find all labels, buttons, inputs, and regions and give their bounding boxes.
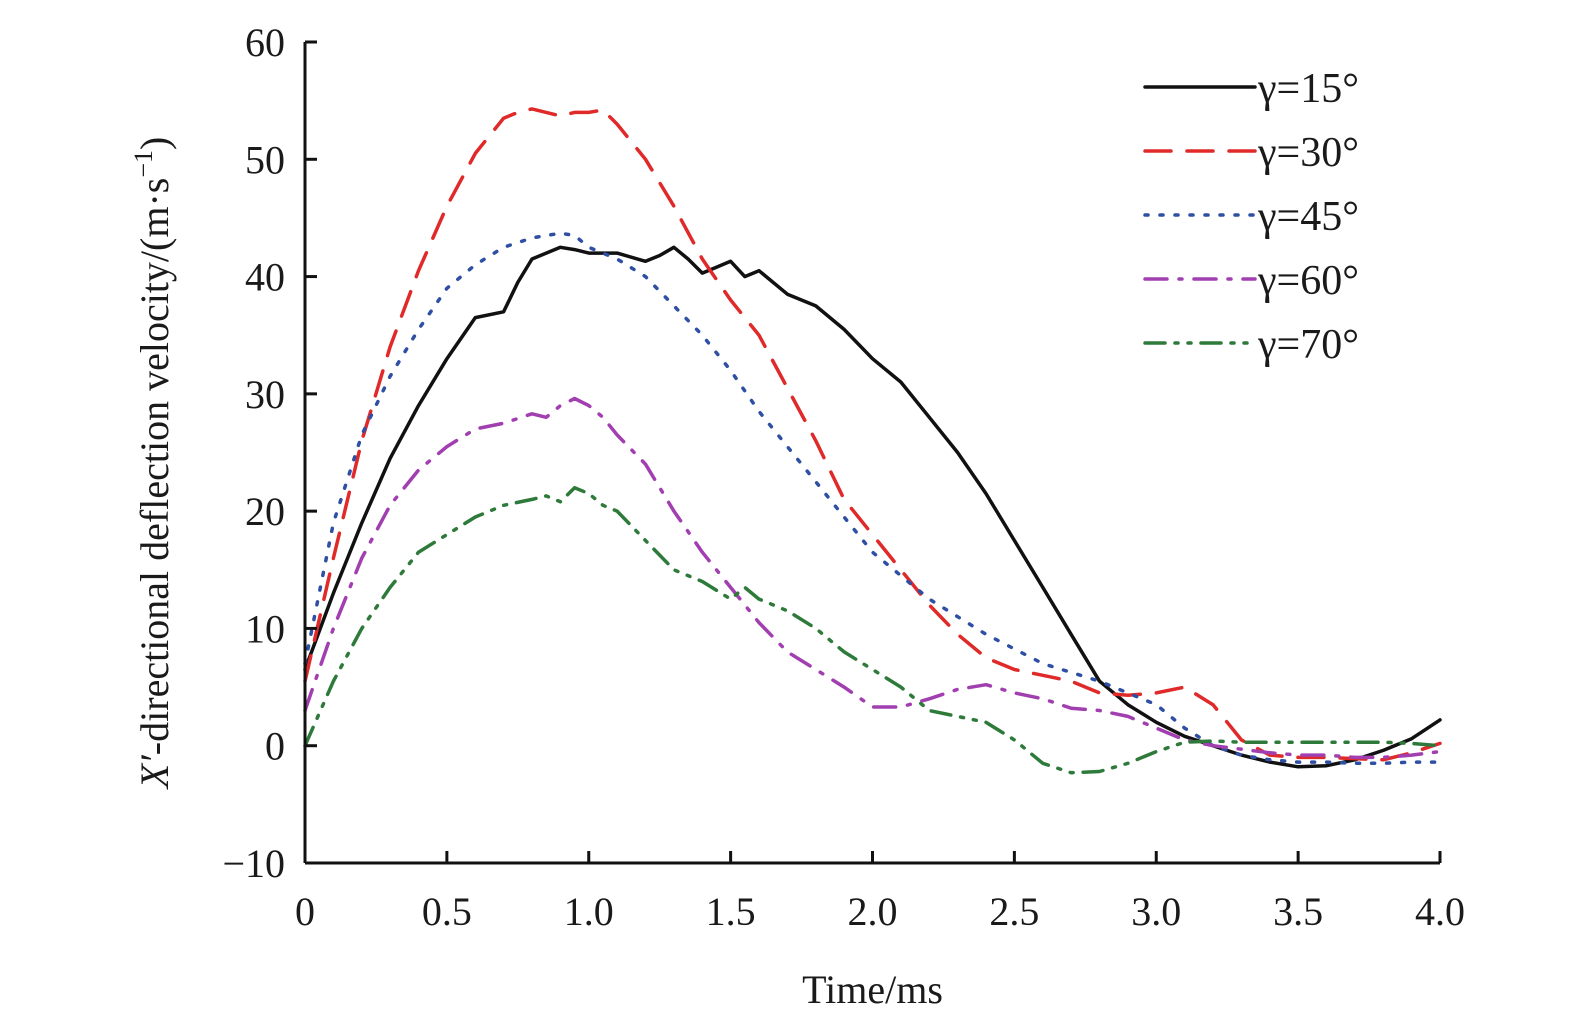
series-line-3 <box>303 231 1442 766</box>
y-tick-label: 40 <box>245 255 285 300</box>
y-tick-label: 50 <box>245 137 285 182</box>
y-axis-title: X′-directional deflection velocity/(m·s−… <box>129 137 177 791</box>
x-tick-label: 3.0 <box>1131 889 1181 934</box>
legend-label: γ=60° <box>1257 258 1359 304</box>
legend-label: γ=15° <box>1257 66 1359 112</box>
y-axis-title-suffix: ) <box>132 137 177 150</box>
legend-label: γ=70° <box>1257 322 1359 368</box>
y-tick-label: 20 <box>245 489 285 534</box>
legend-label: γ=30° <box>1257 130 1359 176</box>
x-tick-label: 1.5 <box>706 889 756 934</box>
y-axis-title-main: -directional deflection velocity/(m·s <box>132 178 177 756</box>
y-ticks: −10 0 10 20 30 40 50 60 <box>222 20 317 886</box>
y-axis-title-prefix: X′ <box>132 754 177 790</box>
x-tick-label: 0.5 <box>422 889 472 934</box>
x-tick-label: 1.0 <box>564 889 614 934</box>
y-tick-label: 10 <box>245 606 285 651</box>
y-tick-label: 0 <box>265 724 285 769</box>
legend: γ=15° γ=30° γ=45° γ=60° γ=70° <box>1143 66 1359 368</box>
y-tick-label: −10 <box>222 841 285 886</box>
x-tick-label: 0 <box>295 889 315 934</box>
series-line-5 <box>303 485 1442 775</box>
x-axis-title: Time/ms <box>802 967 943 1012</box>
series-line-4 <box>303 396 1442 760</box>
x-tick-label: 2.5 <box>989 889 1039 934</box>
x-tick-label: 4.0 <box>1415 889 1465 934</box>
y-tick-label: 60 <box>245 20 285 65</box>
y-axis-title-sup: −1 <box>129 150 158 178</box>
series-layer <box>303 107 1442 775</box>
series-line-2 <box>303 107 1442 762</box>
x-ticks: 0 0.5 1.0 1.5 2.0 2.5 3.0 3.5 4.0 <box>295 851 1465 934</box>
y-tick-label: 30 <box>245 372 285 417</box>
x-tick-label: 3.5 <box>1273 889 1323 934</box>
legend-label: γ=45° <box>1257 194 1359 240</box>
x-tick-label: 2.0 <box>848 889 898 934</box>
